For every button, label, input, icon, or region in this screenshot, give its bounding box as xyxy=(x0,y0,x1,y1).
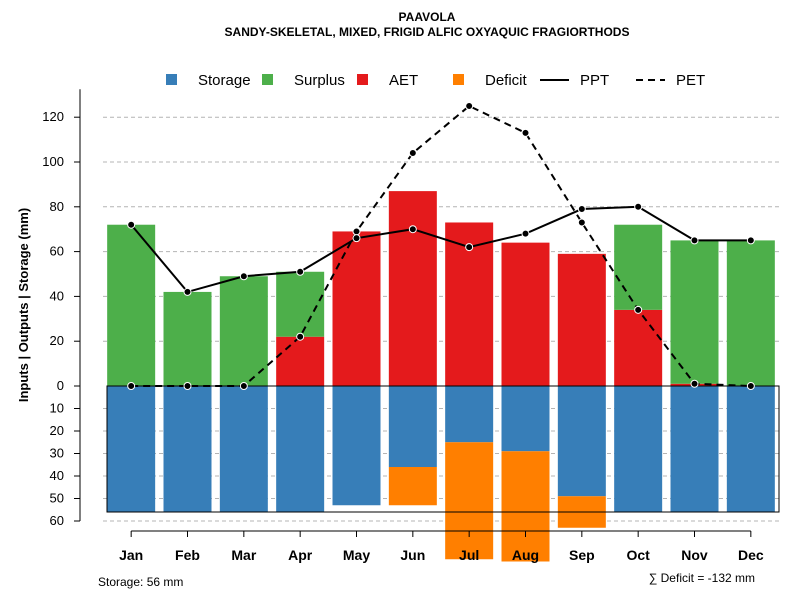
storage-bar-nov xyxy=(670,386,719,512)
x-tick-label-oct: Oct xyxy=(626,547,650,563)
y-tick-label-lower-30: 30 xyxy=(50,446,64,461)
x-tick-label-apr: Apr xyxy=(288,547,313,563)
ppt-point-aug xyxy=(521,229,530,238)
y-tick-label-120: 120 xyxy=(42,109,64,124)
pet-point-jun xyxy=(408,149,417,158)
pet-point-may xyxy=(352,227,361,236)
pet-point-nov xyxy=(690,379,699,388)
storage-bar-feb xyxy=(163,386,212,512)
x-tick-label-feb: Feb xyxy=(175,547,200,563)
ppt-point-sep xyxy=(577,205,586,214)
ppt-point-may xyxy=(352,234,361,243)
surplus-bar-nov xyxy=(670,240,719,384)
surplus-bar-oct xyxy=(614,224,663,310)
x-tick-label-dec: Dec xyxy=(738,547,764,563)
legend-swatch-surplus xyxy=(262,74,273,85)
legend-swatch-aet xyxy=(357,74,368,85)
axes: 0 20 40 60 80 100 120 10 20 30 40 50 60 Jan Feb Mar Apr M… xyxy=(42,89,764,563)
ppt-point-mar xyxy=(239,272,248,281)
legend-swatch-storage xyxy=(166,74,177,85)
storage-bar-jan xyxy=(107,386,156,512)
pet-point-sep xyxy=(577,218,586,227)
chart-subtitle: SANDY-SKELETAL, MIXED, FRIGID ALFIC OXYA… xyxy=(225,25,630,39)
bars xyxy=(106,191,780,562)
y-tick-label-80: 80 xyxy=(50,199,64,214)
surplus-bar-apr xyxy=(276,271,325,337)
ppt-line xyxy=(130,205,751,294)
series-lines xyxy=(127,102,755,390)
legend-label-storage: Storage xyxy=(198,72,251,89)
surplus-bar-jan xyxy=(107,224,156,386)
storage-bar-jun xyxy=(388,386,437,467)
y-tick-label-60: 60 xyxy=(50,244,64,259)
storage-bar-jul xyxy=(445,386,494,443)
storage-bar-sep xyxy=(557,386,606,497)
pet-point-oct xyxy=(634,305,643,314)
pet-point-mar xyxy=(239,382,248,390)
aet-bar-jun xyxy=(388,191,437,386)
deficit-bar-jul xyxy=(445,442,494,560)
ppt-point-nov xyxy=(690,236,699,245)
pet-point-feb xyxy=(183,382,192,390)
x-tick-label-may: May xyxy=(343,547,370,563)
surplus-bar-feb xyxy=(163,291,212,386)
y-tick-label-lower-40: 40 xyxy=(50,468,64,483)
storage-bar-oct xyxy=(614,386,663,512)
ppt-point-jun xyxy=(408,225,417,234)
legend-label-ppt: PPT xyxy=(580,72,609,89)
y-axis-label: Inputs | Outputs | Storage (mm) xyxy=(16,208,31,402)
legend-label-surplus: Surplus xyxy=(294,72,345,89)
aet-bar-sep xyxy=(557,253,606,386)
chart-legend: Storage Surplus AET Deficit PPT PET xyxy=(166,72,705,89)
x-tick-label-mar: Mar xyxy=(231,547,256,563)
ppt-point-oct xyxy=(634,202,643,211)
aet-bar-apr xyxy=(276,336,325,386)
y-tick-label-lower-50: 50 xyxy=(50,491,64,506)
x-tick-label-jun: Jun xyxy=(400,547,425,563)
aet-bar-may xyxy=(332,231,381,386)
aet-bar-aug xyxy=(501,242,550,386)
pet-point-apr xyxy=(296,332,305,341)
deficit-footer: ∑ Deficit = -132 mm xyxy=(649,571,755,585)
y-tick-label-100: 100 xyxy=(42,154,64,169)
ppt-point-jul xyxy=(465,243,474,252)
y-tick-label-40: 40 xyxy=(50,288,64,303)
legend-label-deficit: Deficit xyxy=(485,72,528,89)
pet-point-aug xyxy=(521,128,530,137)
x-tick-label-jan: Jan xyxy=(119,547,143,563)
y-tick-label-lower-20: 20 xyxy=(50,423,64,438)
x-tick-label-sep: Sep xyxy=(569,547,595,563)
storage-bar-dec xyxy=(726,386,775,512)
legend-label-pet: PET xyxy=(676,72,705,89)
x-tick-label-jul: Jul xyxy=(459,547,479,563)
ppt-point-apr xyxy=(296,267,305,276)
y-tick-label-0: 0 xyxy=(57,378,64,393)
storage-bar-may xyxy=(332,386,381,506)
y-tick-label-lower-10: 10 xyxy=(50,401,64,416)
deficit-bar-jun xyxy=(388,467,437,506)
storage-bar-aug xyxy=(501,386,550,452)
pet-point-jan xyxy=(127,382,136,390)
ppt-point-feb xyxy=(183,287,192,296)
x-tick-label-aug: Aug xyxy=(512,547,539,563)
deficit-bar-aug xyxy=(501,451,550,562)
pet-point-jul xyxy=(465,102,474,110)
legend-label-aet: AET xyxy=(389,72,418,89)
storage-footer: Storage: 56 mm xyxy=(98,575,183,589)
x-tick-label-nov: Nov xyxy=(681,547,708,563)
ppt-point-dec xyxy=(746,236,755,245)
surplus-bar-mar xyxy=(219,276,268,386)
pet-point-dec xyxy=(746,382,755,390)
y-tick-label-lower-60: 60 xyxy=(50,513,64,528)
gridlines xyxy=(103,116,779,522)
y-tick-label-20: 20 xyxy=(50,333,64,348)
aet-bar-oct xyxy=(614,309,663,386)
ppt-point-jan xyxy=(127,220,136,229)
chart-title: PAAVOLA xyxy=(399,10,456,24)
storage-bar-apr xyxy=(276,386,325,512)
storage-bar-mar xyxy=(219,386,268,512)
legend-swatch-deficit xyxy=(453,74,464,85)
surplus-bar-dec xyxy=(726,240,775,386)
